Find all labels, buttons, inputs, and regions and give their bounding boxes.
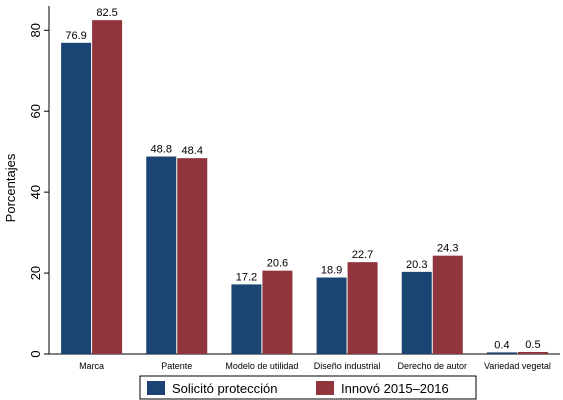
data-label-innovo: 82.5 (96, 7, 117, 19)
bar-solicito (146, 156, 177, 354)
bar-innovo (517, 351, 548, 354)
legend: Solicitó protección Innovó 2015–2016 (139, 375, 477, 400)
y-tick-label: 80 (28, 23, 43, 37)
data-label-innovo: 48.4 (182, 145, 203, 157)
legend-swatch-solicito (147, 381, 165, 395)
bar-innovo (92, 20, 123, 355)
bar-solicito (316, 277, 347, 354)
x-category-label: Diseño industrial (314, 361, 381, 371)
data-label-innovo: 0.5 (525, 339, 540, 351)
y-axis-title: Porcentajes (3, 153, 18, 222)
x-category-label: Modelo de utilidad (225, 361, 298, 371)
legend-border (139, 375, 477, 400)
data-label-innovo: 20.6 (267, 258, 288, 270)
data-label-solicito: 20.3 (406, 259, 427, 271)
bar-innovo (432, 255, 463, 354)
data-label-solicito: 17.2 (236, 271, 257, 283)
data-label-solicito: 0.4 (494, 339, 509, 351)
y-tick-label: 40 (28, 185, 43, 199)
bar-innovo (347, 262, 378, 354)
x-category-label: Derecho de autor (397, 361, 467, 371)
data-label-solicito: 18.9 (321, 265, 342, 277)
bar-solicito (401, 271, 432, 354)
y-tick-label: 60 (28, 104, 43, 118)
x-category-label: Variedad vegetal (484, 361, 551, 371)
legend-label-solicito: Solicitó protección (172, 381, 278, 396)
legend-swatch-innovo (316, 381, 334, 395)
bar-innovo (262, 270, 293, 354)
y-tick-label: 20 (28, 266, 43, 280)
bar-solicito (486, 352, 517, 354)
x-category-label: Marca (79, 361, 104, 371)
bar-solicito (231, 284, 262, 354)
bar-solicito (61, 42, 92, 355)
data-label-innovo: 24.3 (437, 243, 458, 255)
bar-innovo (177, 158, 208, 354)
plot-area: 0 20 40 60 80 76.9 82.5 Marca 48.8 48.4 Patente 17.… (28, 6, 560, 371)
data-label-solicito: 48.8 (151, 144, 172, 156)
data-label-solicito: 76.9 (65, 30, 86, 42)
x-category-label: Patente (161, 361, 192, 371)
y-tick-label: 0 (28, 350, 43, 357)
legend-label-innovo: Innovó 2015–2016 (341, 381, 449, 396)
data-label-innovo: 22.7 (352, 249, 373, 261)
